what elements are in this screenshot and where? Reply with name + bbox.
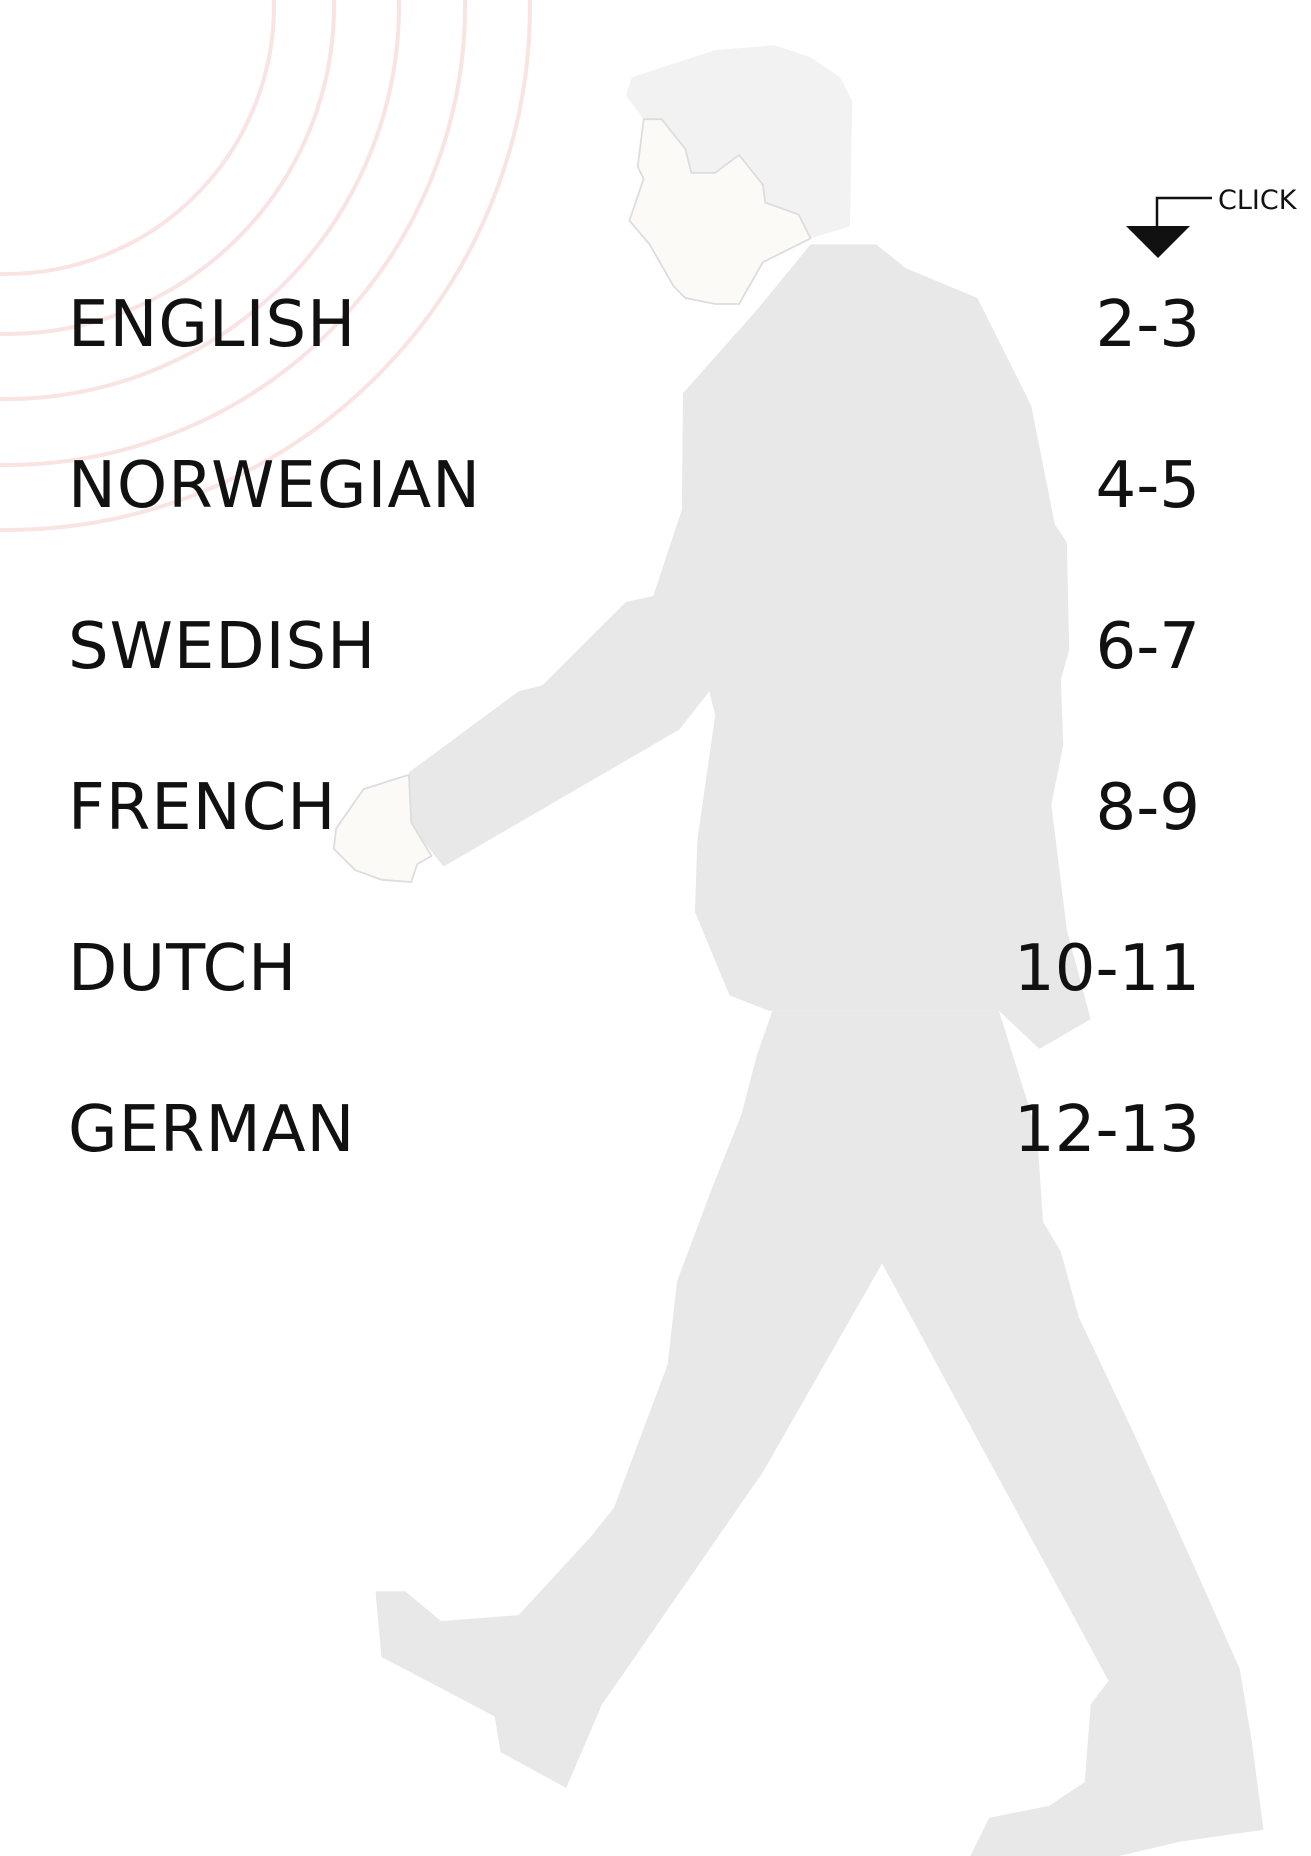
language-name: FRENCH [68, 771, 336, 845]
language-row[interactable]: DUTCH 10-11 [60, 930, 1210, 1010]
age-range: 8-9 [1095, 771, 1200, 845]
language-name: ENGLISH [68, 288, 356, 362]
language-name: DUTCH [68, 932, 297, 1006]
screen: CLICK ENGLISH 2-3 NORWEGIAN 4-5 SWEDISH 6-7 FR… [0, 0, 1311, 1856]
age-range: 12-13 [1014, 1093, 1200, 1167]
language-name: NORWEGIAN [68, 449, 481, 523]
language-row[interactable]: ENGLISH 2-3 [60, 286, 1210, 366]
page: {"click_label":"CLICK","rows":[{"languag… [0, 0, 1311, 1856]
hint-line [1157, 198, 1212, 228]
age-range: 10-11 [1014, 932, 1200, 1006]
age-range: 4-5 [1095, 449, 1200, 523]
language-name: GERMAN [68, 1093, 355, 1167]
click-label: CLICK [1218, 185, 1298, 216]
click-hint[interactable]: CLICK [1126, 185, 1298, 258]
language-name: SWEDISH [68, 610, 376, 684]
age-range: 6-7 [1095, 610, 1200, 684]
language-row[interactable]: FRENCH 8-9 [60, 769, 1210, 849]
language-row[interactable]: SWEDISH 6-7 [60, 608, 1210, 688]
hint-arrow [1126, 226, 1190, 258]
age-range: 2-3 [1095, 288, 1200, 362]
language-row[interactable]: NORWEGIAN 4-5 [60, 447, 1210, 527]
language-row[interactable]: GERMAN 12-13 [60, 1091, 1210, 1171]
